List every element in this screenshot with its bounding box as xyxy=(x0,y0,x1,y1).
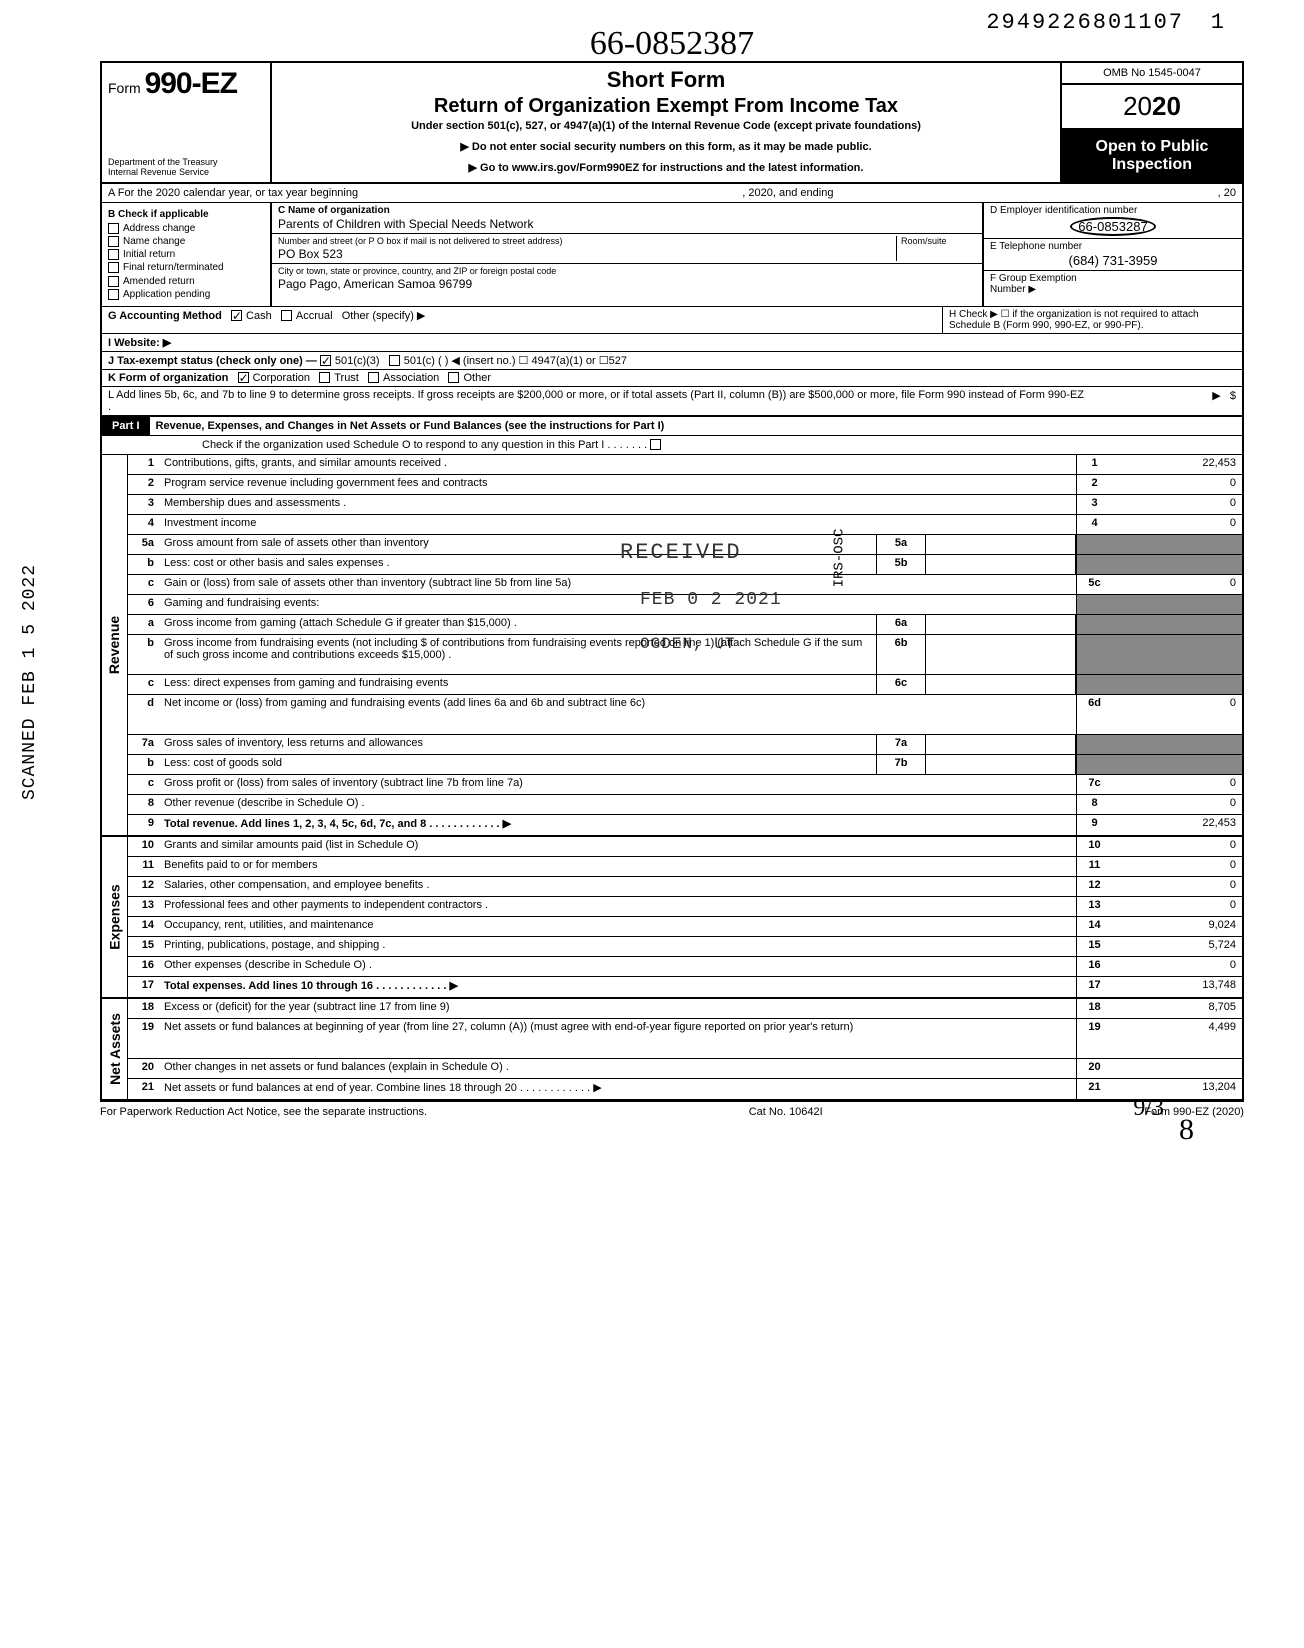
chk-application-pending[interactable]: Application pending xyxy=(108,289,264,300)
line-2: 2Program service revenue including gover… xyxy=(128,475,1242,495)
dln-suffix: 1 xyxy=(1211,10,1224,35)
f-group-exemption-label: F Group Exemption xyxy=(990,273,1236,284)
line-5a: 5aGross amount from sale of assets other… xyxy=(128,535,1242,555)
short-form-title: Short Form xyxy=(282,67,1050,93)
handwritten-note-2: 8 xyxy=(1179,1113,1194,1147)
street-label: Number and street (or P O box if mail is… xyxy=(278,236,896,246)
catalog-number: Cat No. 10642I xyxy=(749,1106,823,1118)
line-c: cLess: direct expenses from gaming and f… xyxy=(128,675,1242,695)
part-1-label: Part I xyxy=(102,417,150,435)
chk-cash[interactable] xyxy=(231,310,242,321)
h-schedule-b: H Check ▶ ☐ if the organization is not r… xyxy=(942,307,1242,333)
line-18: 18Excess or (deficit) for the year (subt… xyxy=(128,999,1242,1019)
row-a-calendar-year: A For the 2020 calendar year, or tax yea… xyxy=(100,182,1244,203)
line-c: cGain or (loss) from sale of assets othe… xyxy=(128,575,1242,595)
chk-address-change[interactable]: Address change xyxy=(108,223,264,234)
phone-value: (684) 731-3959 xyxy=(990,253,1236,268)
paperwork-reduction-notice: For Paperwork Reduction Act Notice, see … xyxy=(100,1106,427,1118)
line-16: 16Other expenses (describe in Schedule O… xyxy=(128,957,1242,977)
chk-final-return[interactable]: Final return/terminated xyxy=(108,262,264,273)
chk-schedule-o[interactable] xyxy=(650,439,661,450)
dept-treasury: Department of the Treasury Internal Reve… xyxy=(108,158,264,178)
line-6: 6Gaming and fundraising events: xyxy=(128,595,1242,615)
handwritten-note-1: 9/3 xyxy=(1133,1095,1164,1122)
street-address: PO Box 523 xyxy=(278,247,896,261)
line-13: 13Professional fees and other payments t… xyxy=(128,897,1242,917)
return-title: Return of Organization Exempt From Incom… xyxy=(282,95,1050,118)
chk-accrual[interactable] xyxy=(281,310,292,321)
line-a: aGross income from gaming (attach Schedu… xyxy=(128,615,1242,635)
line-3: 3Membership dues and assessments .30 xyxy=(128,495,1242,515)
omb-number: OMB No 1545-0047 xyxy=(1062,63,1242,85)
open-to-public: Open to Public Inspection xyxy=(1062,130,1242,182)
line-b: bLess: cost of goods sold7b xyxy=(128,755,1242,775)
chk-trust[interactable] xyxy=(319,372,330,383)
line-b: bGross income from fundraising events (n… xyxy=(128,635,1242,675)
chk-name-change[interactable]: Name change xyxy=(108,236,264,247)
chk-amended-return[interactable]: Amended return xyxy=(108,276,264,287)
form-number-block: Form 990-EZ xyxy=(108,67,264,101)
instructions-link: ▶ Go to www.irs.gov/Form990EZ for instru… xyxy=(282,161,1050,174)
line-14: 14Occupancy, rent, utilities, and mainte… xyxy=(128,917,1242,937)
line-12: 12Salaries, other compensation, and empl… xyxy=(128,877,1242,897)
part-1-title: Revenue, Expenses, and Changes in Net As… xyxy=(150,417,1242,435)
scanned-stamp: SCANNED FEB 1 5 2022 xyxy=(20,564,40,800)
tax-year: 2020 xyxy=(1062,85,1242,130)
l-gross-receipts: L Add lines 5b, 6c, and 7b to line 9 to … xyxy=(100,387,1244,417)
chk-501c3[interactable] xyxy=(320,355,331,366)
c-name-label: C Name of organization xyxy=(278,205,976,216)
line-1: 1Contributions, gifts, grants, and simil… xyxy=(128,455,1242,475)
net-assets-side-label: Net Assets xyxy=(102,999,128,1099)
chk-other-org[interactable] xyxy=(448,372,459,383)
room-suite-label: Room/suite xyxy=(901,236,976,246)
k-form-of-organization: K Form of organization Corporation Trust… xyxy=(100,370,1244,387)
g-accounting-method: G Accounting Method Cash Accrual Other (… xyxy=(102,307,942,333)
org-name: Parents of Children with Special Needs N… xyxy=(278,217,976,231)
line-15: 15Printing, publications, postage, and s… xyxy=(128,937,1242,957)
line-11: 11Benefits paid to or for members110 xyxy=(128,857,1242,877)
line-21: 21Net assets or fund balances at end of … xyxy=(128,1079,1242,1099)
line-8: 8Other revenue (describe in Schedule O) … xyxy=(128,795,1242,815)
line-20: 20Other changes in net assets or fund ba… xyxy=(128,1059,1242,1079)
revenue-side-label: Revenue xyxy=(102,455,128,835)
ein-value: 66-0853287 xyxy=(990,217,1236,236)
line-19: 19Net assets or fund balances at beginni… xyxy=(128,1019,1242,1059)
d-ein-label: D Employer identification number xyxy=(990,205,1236,216)
f-number-label: Number ▶ xyxy=(990,284,1236,295)
chk-association[interactable] xyxy=(368,372,379,383)
chk-corporation[interactable] xyxy=(238,372,249,383)
city-state-zip: Pago Pago, American Samoa 96799 xyxy=(278,277,976,291)
e-phone-label: E Telephone number xyxy=(990,241,1236,252)
expenses-side-label: Expenses xyxy=(102,837,128,997)
city-label: City or town, state or province, country… xyxy=(278,266,976,276)
warning-ssn: ▶ Do not enter social security numbers o… xyxy=(282,140,1050,153)
section-b-header: B Check if applicable xyxy=(108,209,264,220)
line-17: 17Total expenses. Add lines 10 through 1… xyxy=(128,977,1242,997)
line-10: 10Grants and similar amounts paid (list … xyxy=(128,837,1242,857)
line-9: 9Total revenue. Add lines 1, 2, 3, 4, 5c… xyxy=(128,815,1242,835)
line-c: cGross profit or (loss) from sales of in… xyxy=(128,775,1242,795)
dln-code: 2949226801107 xyxy=(986,10,1184,35)
part-1-check-schedule-o: Check if the organization used Schedule … xyxy=(100,436,1244,455)
subtitle: Under section 501(c), 527, or 4947(a)(1)… xyxy=(282,120,1050,132)
j-tax-exempt-status: J Tax-exempt status (check only one) — 5… xyxy=(100,352,1244,370)
line-b: bLess: cost or other basis and sales exp… xyxy=(128,555,1242,575)
line-d: dNet income or (loss) from gaming and fu… xyxy=(128,695,1242,735)
chk-initial-return[interactable]: Initial return xyxy=(108,249,264,260)
line-4: 4Investment income40 xyxy=(128,515,1242,535)
line-7a: 7aGross sales of inventory, less returns… xyxy=(128,735,1242,755)
chk-501c[interactable] xyxy=(389,355,400,366)
i-website: I Website: ▶ xyxy=(102,334,942,351)
